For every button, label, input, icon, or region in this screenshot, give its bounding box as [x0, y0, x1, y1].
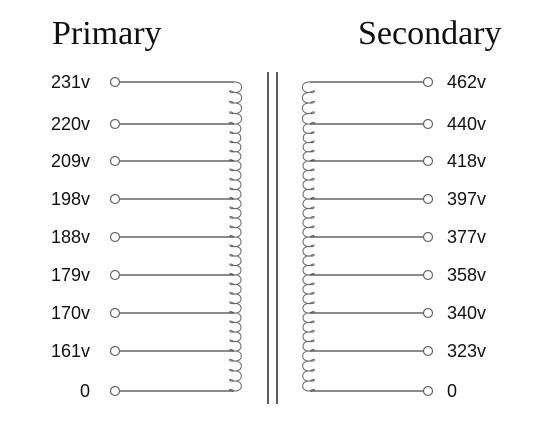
secondary-terminal [422, 385, 434, 397]
primary-coil-segment [229, 160, 242, 200]
primary-coil-segment [229, 123, 242, 162]
secondary-terminal [422, 118, 434, 130]
transformer-core [267, 72, 278, 404]
primary-coil-segment [229, 236, 242, 276]
primary-coil-segment [228, 81, 243, 125]
primary-terminal [109, 231, 121, 243]
primary-tap-label: 179v [51, 265, 90, 285]
secondary-coil-segment [302, 198, 315, 238]
secondary-terminal [422, 345, 434, 357]
primary-terminal [109, 269, 121, 281]
secondary-coil-segment [302, 236, 315, 276]
primary-tap-label: 161v [51, 341, 90, 361]
secondary-tap-label: 377v [447, 227, 486, 247]
primary-coil-segment [229, 198, 242, 238]
secondary-tap-label: 397v [447, 189, 486, 209]
secondary-tap-label: 0 [447, 381, 457, 401]
primary-terminal [109, 307, 121, 319]
secondary-tap-label: 358v [447, 265, 486, 285]
primary-terminal [109, 345, 121, 357]
secondary-taps: 462v 440v 418v 397v 377v 358v 340v 323v 0 [310, 72, 486, 401]
primary-heading: Primary [52, 15, 162, 52]
primary-taps: 231v 220v 209v 198v 188v 179v 170v 161v 0 [51, 72, 234, 401]
secondary-terminal [422, 76, 434, 88]
secondary-terminal [422, 307, 434, 319]
secondary-tap-label: 418v [447, 151, 486, 171]
secondary-coil-segment [302, 123, 315, 162]
secondary-terminal [422, 269, 434, 281]
secondary-tap-label: 462v [447, 72, 486, 92]
primary-tap-label: 170v [51, 303, 90, 323]
secondary-tap-label: 440v [447, 114, 486, 134]
primary-coil-segment [229, 274, 242, 314]
primary-tap-label: 198v [51, 189, 90, 209]
secondary-terminal [422, 193, 434, 205]
secondary-coil-segment [302, 312, 315, 352]
primary-tap-label: 220v [51, 114, 90, 134]
primary-tap-label: 188v [51, 227, 90, 247]
primary-terminal [109, 385, 121, 397]
primary-coil-segment [229, 350, 242, 392]
primary-tap-label: 209v [51, 151, 90, 171]
secondary-tap-label: 323v [447, 341, 486, 361]
secondary-coil-segment [302, 350, 315, 392]
secondary-heading: Secondary [358, 15, 502, 52]
primary-terminal [109, 193, 121, 205]
secondary-terminal [422, 231, 434, 243]
secondary-tap-label: 340v [447, 303, 486, 323]
secondary-coil-segment [301, 81, 316, 125]
primary-terminal [109, 76, 121, 88]
secondary-coil-segment [302, 160, 315, 200]
secondary-coil-segment [302, 274, 315, 314]
secondary-winding [301, 81, 316, 392]
secondary-terminal [422, 155, 434, 167]
primary-terminal [109, 118, 121, 130]
primary-tap-label: 231v [51, 72, 90, 92]
primary-coil-segment [229, 312, 242, 352]
primary-tap-label: 0 [80, 381, 90, 401]
primary-terminal [109, 155, 121, 167]
primary-winding [228, 81, 243, 392]
